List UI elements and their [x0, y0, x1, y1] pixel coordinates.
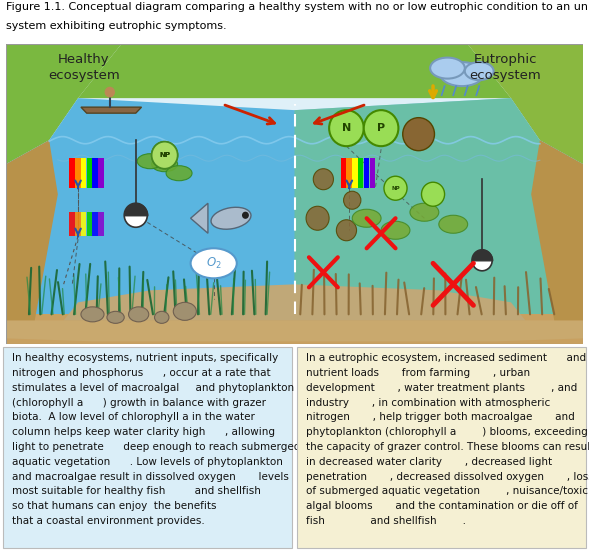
Polygon shape [294, 98, 583, 320]
Circle shape [336, 220, 356, 241]
Text: system exhibiting eutrophic symptoms.: system exhibiting eutrophic symptoms. [6, 21, 227, 31]
Polygon shape [531, 140, 583, 320]
Polygon shape [78, 44, 511, 98]
Ellipse shape [107, 311, 124, 323]
Ellipse shape [439, 215, 468, 233]
Bar [75, 212, 81, 236]
Circle shape [242, 212, 249, 219]
Bar [92, 158, 98, 188]
Ellipse shape [430, 58, 465, 79]
Ellipse shape [166, 166, 192, 181]
Ellipse shape [128, 307, 149, 322]
Text: P: P [377, 123, 385, 133]
Ellipse shape [154, 311, 169, 323]
Bar [87, 212, 92, 236]
Ellipse shape [191, 249, 237, 278]
Ellipse shape [137, 154, 163, 169]
Bar [87, 158, 92, 188]
Bar [81, 158, 87, 188]
Bar [369, 158, 375, 188]
Bar [98, 158, 104, 188]
Text: Healthy
ecosystem: Healthy ecosystem [48, 53, 120, 82]
Text: NP: NP [159, 152, 170, 158]
Polygon shape [468, 44, 583, 164]
Circle shape [151, 142, 178, 169]
Bar [340, 158, 346, 188]
Text: NP: NP [159, 152, 170, 158]
Ellipse shape [211, 207, 251, 229]
Circle shape [364, 110, 398, 146]
Circle shape [403, 118, 435, 150]
Polygon shape [6, 320, 583, 342]
Bar [358, 158, 363, 188]
Circle shape [422, 182, 445, 206]
Ellipse shape [440, 62, 484, 86]
Circle shape [306, 206, 329, 230]
Text: In healthy ecosystems, nutrient inputs, specifically
nitrogen and phosphorus    : In healthy ecosystems, nutrient inputs, … [12, 353, 300, 526]
Text: N: N [342, 123, 351, 133]
Ellipse shape [151, 156, 178, 172]
Text: In a eutrophic ecosystem, increased sediment      and
nutrient loads       from : In a eutrophic ecosystem, increased sedi… [306, 353, 589, 526]
Bar [98, 212, 104, 236]
Polygon shape [6, 44, 121, 164]
Circle shape [384, 176, 407, 200]
Circle shape [343, 191, 361, 209]
Bar [70, 212, 75, 236]
Bar [364, 158, 369, 188]
Bar [6, 314, 583, 344]
Text: $O_2$: $O_2$ [206, 256, 221, 271]
Bar [81, 212, 87, 236]
Bar [352, 158, 358, 188]
Ellipse shape [465, 62, 494, 80]
Bar [346, 158, 352, 188]
Circle shape [313, 169, 333, 190]
Polygon shape [191, 203, 208, 233]
Circle shape [105, 87, 115, 98]
Ellipse shape [81, 307, 104, 322]
Text: Eutrophic
ecosystem: Eutrophic ecosystem [469, 53, 541, 82]
Bar [92, 212, 98, 236]
Ellipse shape [410, 203, 439, 222]
Bar [70, 158, 75, 188]
Bar [75, 158, 81, 188]
Text: Figure 1.1. Conceptual diagram comparing a healthy system with no or low eutroph: Figure 1.1. Conceptual diagram comparing… [6, 2, 589, 12]
Ellipse shape [173, 302, 196, 320]
Circle shape [124, 203, 147, 227]
Circle shape [151, 142, 178, 169]
Ellipse shape [352, 209, 381, 227]
Polygon shape [6, 140, 58, 320]
Polygon shape [81, 107, 141, 113]
Polygon shape [6, 98, 583, 320]
Ellipse shape [381, 222, 410, 239]
Text: NP: NP [391, 186, 400, 191]
Circle shape [329, 110, 364, 146]
Circle shape [472, 250, 492, 271]
Polygon shape [64, 284, 525, 320]
